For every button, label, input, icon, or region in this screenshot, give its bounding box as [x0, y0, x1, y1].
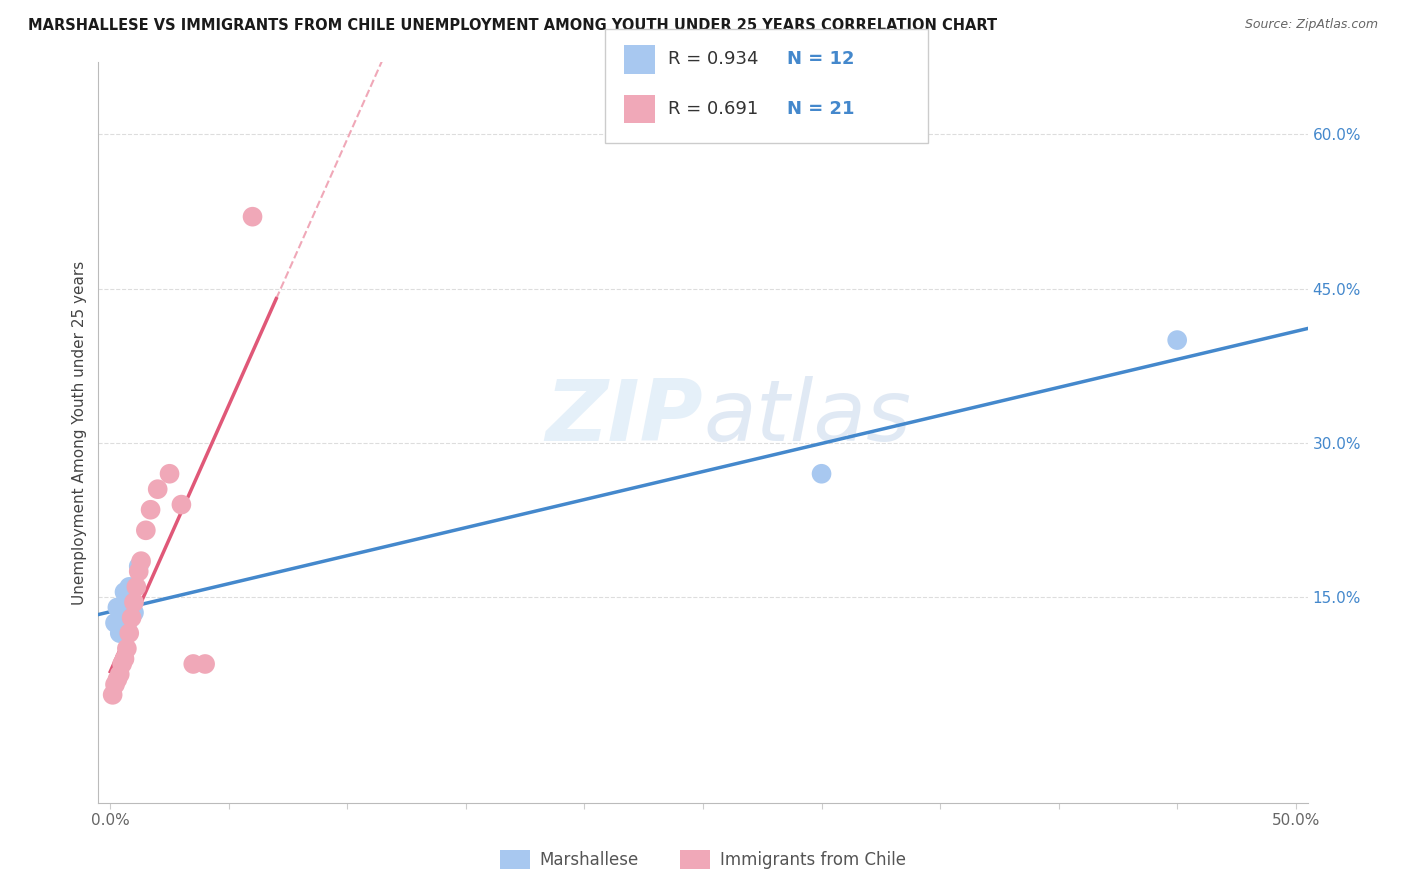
Text: ZIP: ZIP	[546, 376, 703, 459]
Point	[118, 580, 141, 594]
Legend: Marshallese, Immigrants from Chile: Marshallese, Immigrants from Chile	[494, 843, 912, 876]
Point	[118, 626, 141, 640]
Point	[104, 615, 127, 630]
Point	[1166, 333, 1188, 347]
Point	[105, 600, 128, 615]
Point	[108, 626, 131, 640]
Point	[115, 641, 138, 656]
Point	[115, 621, 138, 635]
Point	[122, 606, 145, 620]
Point	[108, 667, 131, 681]
Text: R = 0.691: R = 0.691	[668, 100, 758, 118]
Point	[128, 565, 150, 579]
Point	[114, 652, 136, 666]
Text: N = 21: N = 21	[787, 100, 855, 118]
Point	[122, 595, 145, 609]
Point	[121, 595, 143, 609]
Text: R = 0.934: R = 0.934	[668, 50, 758, 69]
Point	[111, 657, 134, 671]
Point	[242, 210, 264, 224]
Point	[125, 580, 148, 594]
Point	[159, 467, 181, 481]
Point	[128, 559, 150, 574]
Text: Source: ZipAtlas.com: Source: ZipAtlas.com	[1244, 18, 1378, 31]
Point	[114, 585, 136, 599]
Point	[170, 498, 193, 512]
Point	[194, 657, 217, 671]
Point	[105, 673, 128, 687]
Point	[810, 467, 832, 481]
Point	[104, 677, 127, 691]
Point	[129, 554, 152, 568]
Text: N = 12: N = 12	[787, 50, 855, 69]
Point	[135, 524, 157, 538]
Text: atlas: atlas	[703, 376, 911, 459]
Y-axis label: Unemployment Among Youth under 25 years: Unemployment Among Youth under 25 years	[72, 260, 87, 605]
Point	[139, 502, 162, 516]
Point	[101, 688, 124, 702]
Point	[146, 482, 169, 496]
Point	[111, 611, 134, 625]
Point	[181, 657, 204, 671]
Point	[121, 611, 143, 625]
Text: MARSHALLESE VS IMMIGRANTS FROM CHILE UNEMPLOYMENT AMONG YOUTH UNDER 25 YEARS COR: MARSHALLESE VS IMMIGRANTS FROM CHILE UNE…	[28, 18, 997, 33]
